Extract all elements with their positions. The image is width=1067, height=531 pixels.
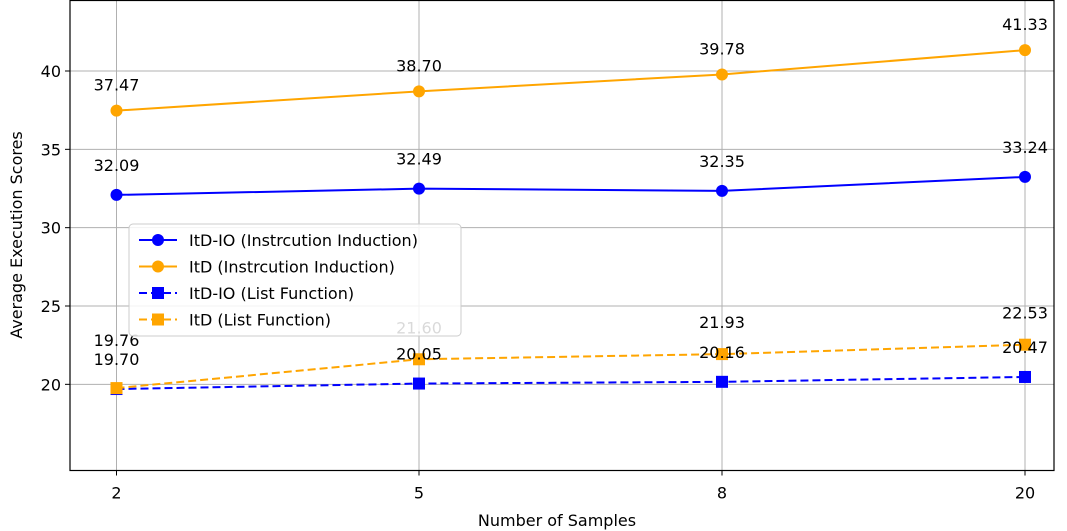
data-label: 21.93 bbox=[699, 313, 745, 332]
data-point bbox=[716, 348, 728, 361]
y-tick-label: 35 bbox=[41, 140, 61, 159]
legend-label: ItD-IO (Instrcution Induction) bbox=[189, 231, 418, 250]
x-tick-label: 20 bbox=[1015, 484, 1035, 503]
series-line bbox=[116, 49, 1026, 112]
data-point bbox=[716, 184, 728, 197]
series-line bbox=[116, 375, 1026, 391]
y-tick-label: 30 bbox=[41, 219, 61, 238]
data-label: 37.47 bbox=[94, 76, 140, 95]
data-label: 33.24 bbox=[1002, 138, 1048, 157]
data-point bbox=[110, 104, 123, 117]
data-label: 20.47 bbox=[1002, 338, 1048, 357]
legend: ItD-IO (Instrcution Induction) ItD (Instr… bbox=[128, 223, 462, 337]
legend-entry: ItD-IO (Instrcution Induction) bbox=[139, 231, 418, 250]
legend-marker bbox=[152, 260, 164, 273]
data-point bbox=[716, 68, 728, 81]
data-point bbox=[716, 375, 728, 388]
legend-box bbox=[128, 223, 462, 337]
data-label: 20.16 bbox=[699, 343, 745, 362]
legend-entry: ItD (List Function) bbox=[139, 311, 331, 330]
legend-label: ItD-IO (List Function) bbox=[189, 284, 354, 303]
data-point bbox=[110, 382, 123, 395]
data-label: 22.53 bbox=[1002, 304, 1048, 323]
series-line bbox=[116, 175, 1026, 196]
y-axis-title: Average Execution Scores bbox=[7, 131, 26, 339]
y-tick-label: 40 bbox=[41, 62, 61, 81]
data-label: 38.70 bbox=[396, 56, 442, 75]
legend-entry: ItD (Instrcution Induction) bbox=[139, 258, 395, 277]
legend-marker bbox=[152, 313, 164, 326]
y-tick-label: 25 bbox=[41, 297, 61, 316]
data-point bbox=[413, 377, 425, 390]
data-label: 32.35 bbox=[699, 152, 745, 171]
x-tick-label: 5 bbox=[414, 484, 424, 503]
data-label: 39.78 bbox=[699, 39, 745, 58]
x-axis-ticks: 2 5 8 20 bbox=[111, 470, 1035, 503]
data-label: 32.49 bbox=[396, 150, 442, 169]
data-point bbox=[413, 85, 425, 98]
legend-label: ItD (Instrcution Induction) bbox=[189, 258, 395, 277]
data-point bbox=[1019, 170, 1031, 183]
data-point bbox=[1019, 370, 1031, 383]
x-axis-title: Number of Samples bbox=[478, 511, 636, 530]
legend-label: ItD (List Function) bbox=[189, 311, 331, 330]
data-label: 20.05 bbox=[396, 345, 442, 364]
plot-area-frame bbox=[69, 0, 1055, 472]
legend-entry: ItD-IO (List Function) bbox=[139, 284, 354, 303]
series-line bbox=[116, 343, 1026, 390]
data-label: 19.70 bbox=[94, 350, 140, 369]
data-label: 19.76 bbox=[94, 331, 140, 350]
x-tick-label: 8 bbox=[717, 484, 727, 503]
data-label: 32.09 bbox=[94, 156, 140, 175]
x-tick-label: 2 bbox=[111, 484, 121, 503]
data-point bbox=[413, 182, 425, 195]
series-layer bbox=[110, 44, 1031, 396]
data-point bbox=[413, 353, 425, 366]
data-point bbox=[1019, 338, 1031, 351]
legend-marker bbox=[152, 234, 164, 246]
data-label: 41.33 bbox=[1002, 15, 1048, 34]
data-point bbox=[1019, 44, 1031, 57]
data-point bbox=[110, 188, 123, 201]
y-axis-ticks: 20 25 30 35 40 bbox=[41, 62, 70, 394]
legend-marker bbox=[152, 287, 164, 299]
y-tick-label: 20 bbox=[41, 375, 61, 394]
